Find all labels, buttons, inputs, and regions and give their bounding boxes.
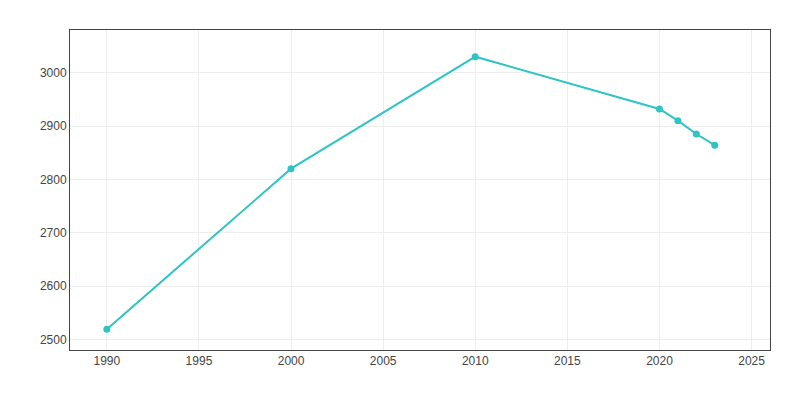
svg-text:3000: 3000 bbox=[40, 66, 67, 80]
svg-text:1995: 1995 bbox=[186, 354, 213, 368]
svg-text:2900: 2900 bbox=[40, 119, 67, 133]
svg-text:2700: 2700 bbox=[40, 226, 67, 240]
svg-text:2015: 2015 bbox=[554, 354, 581, 368]
svg-text:2005: 2005 bbox=[370, 354, 397, 368]
svg-text:2800: 2800 bbox=[40, 173, 67, 187]
svg-text:2010: 2010 bbox=[462, 354, 489, 368]
svg-text:1990: 1990 bbox=[93, 354, 120, 368]
svg-text:2020: 2020 bbox=[646, 354, 673, 368]
svg-text:2025: 2025 bbox=[738, 354, 765, 368]
svg-text:2000: 2000 bbox=[278, 354, 305, 368]
svg-text:2500: 2500 bbox=[40, 333, 67, 347]
svg-text:2600: 2600 bbox=[40, 279, 67, 293]
